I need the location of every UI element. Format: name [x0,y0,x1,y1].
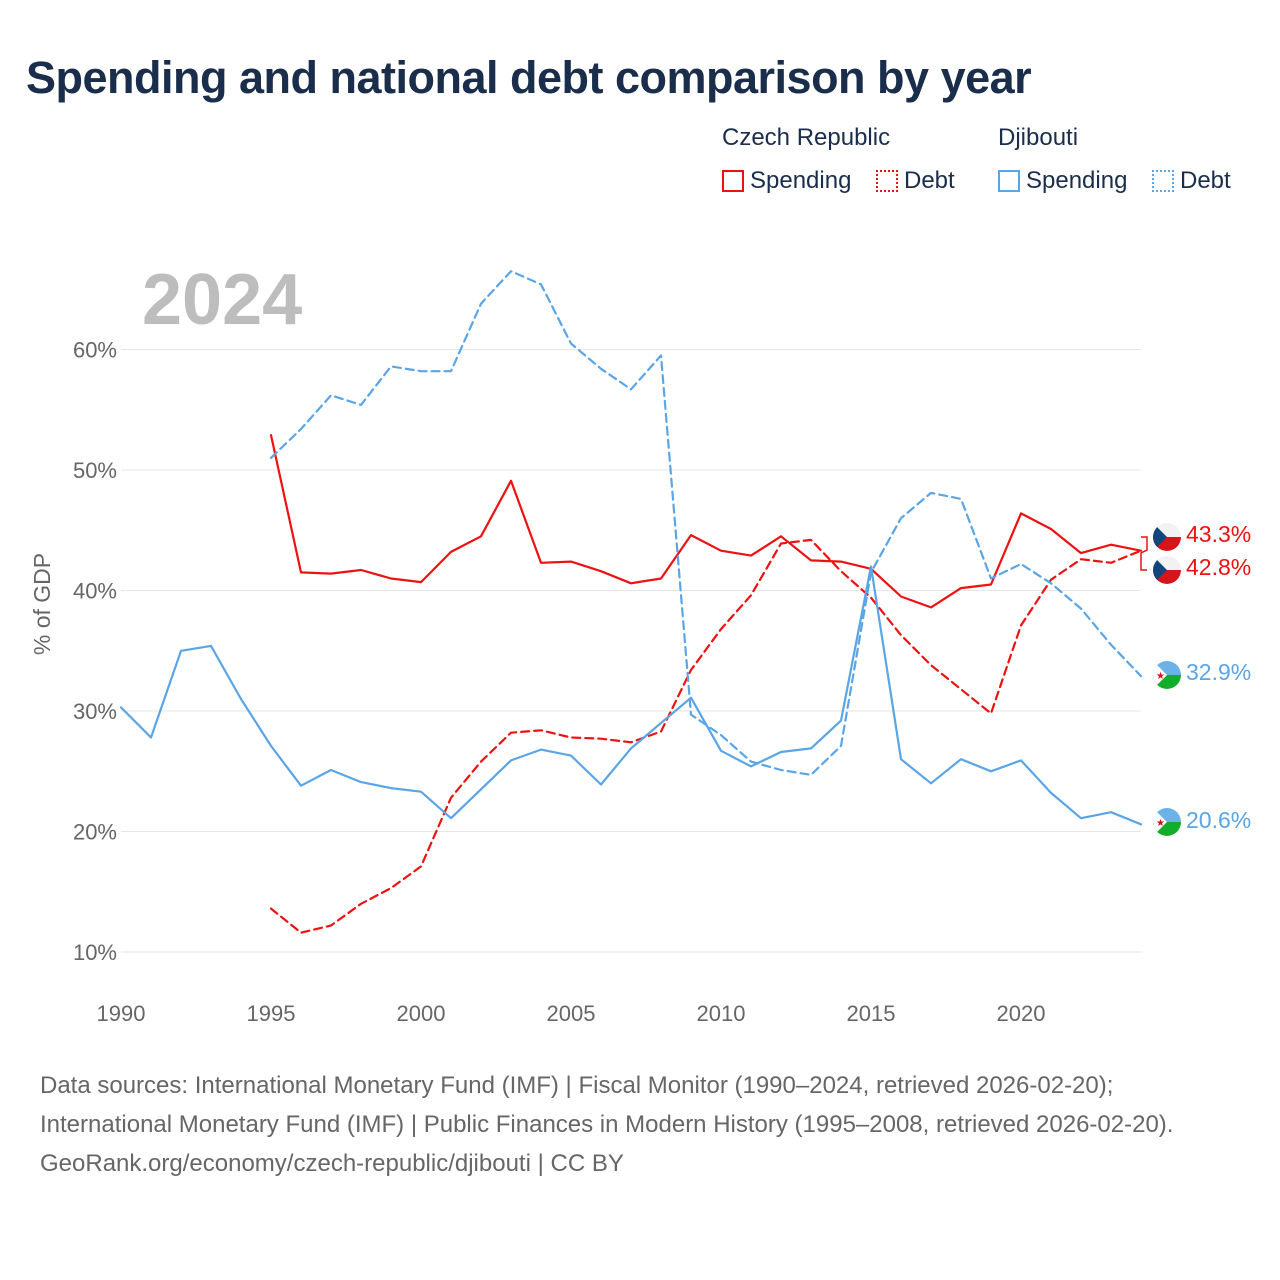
x-tick-label: 2010 [697,1001,746,1026]
legend-czech-debt[interactable]: Debt [876,166,955,196]
legend-czech-debt-label: Debt [904,167,955,194]
x-tick-label: 2015 [847,1001,896,1026]
legend-djibouti-spending[interactable]: Spending [998,166,1127,196]
x-tick-label: 2005 [547,1001,596,1026]
sources-citation: Data sources: International Monetary Fun… [40,1072,1174,1138]
series-line-czech-republic-debt[interactable] [269,538,1143,934]
legend-djibouti-spending-label: Spending [1026,167,1128,194]
legend-djibouti-debt-label: Debt [1180,167,1231,194]
y-tick-label: 50% [73,458,117,483]
x-tick-label: 2000 [397,1001,446,1026]
y-axis-label: % of GDP [29,553,55,655]
legend-dotted-swatch-blue [1152,170,1174,192]
y-tick-label: 20% [73,820,117,845]
x-tick-label: 1995 [247,1001,296,1026]
legend-djibouti-title: Djibouti [998,124,1079,151]
czech-flag-icon [1153,523,1181,551]
y-tick-label: 60% [73,338,117,363]
legend-czech-spending[interactable]: Spending [722,166,851,196]
series-line-djibouti-debt[interactable] [269,270,1143,776]
chart-title: Spending and national debt comparison by… [26,52,1032,103]
y-tick-label: 10% [73,940,117,965]
end-label-czech-spending: 43.3% [1186,521,1251,547]
czech-flag-icon [1153,556,1181,584]
svg-text:★: ★ [1156,671,1165,682]
legend-czech-republic-title: Czech Republic [722,124,891,151]
svg-text:★: ★ [1156,818,1165,829]
label-leader-bracket [1140,536,1148,571]
x-tick-label: 1990 [97,1001,146,1026]
legend-czech-spending-label: Spending [750,167,852,194]
end-label-djibouti-spending: 20.6% [1186,807,1251,833]
y-tick-label: 40% [73,579,117,604]
end-label-djibouti-debt: 32.9% [1186,659,1251,685]
y-tick-label: 30% [73,699,117,724]
y-axis-ticks: 10% 20% 30% 40% 50% 60% [73,338,117,966]
legend-solid-swatch-blue [998,170,1020,192]
data-sources: Data sources: International Monetary Fun… [40,1066,1240,1183]
sources-link[interactable]: GeoRank.org/economy/czech-republic/djibo… [40,1150,624,1177]
x-axis-ticks: 1990 1995 2000 2005 2010 2015 2020 [97,1001,1046,1026]
gridlines [121,349,1141,953]
series-lines [119,270,1143,934]
x-tick-label: 2020 [997,1001,1046,1026]
legend-solid-swatch-red [722,170,744,192]
end-label-czech-debt: 42.8% [1186,554,1251,580]
year-watermark: 2024 [142,260,302,340]
legend-djibouti-debt[interactable]: Debt [1152,166,1231,196]
djibouti-flag-icon: ★ [1153,808,1181,836]
series-line-djibouti-spending[interactable] [119,565,1143,826]
legend-dotted-swatch-red [876,170,898,192]
djibouti-flag-icon: ★ [1153,661,1181,689]
series-line-czech-republic-spending[interactable] [269,434,1143,609]
